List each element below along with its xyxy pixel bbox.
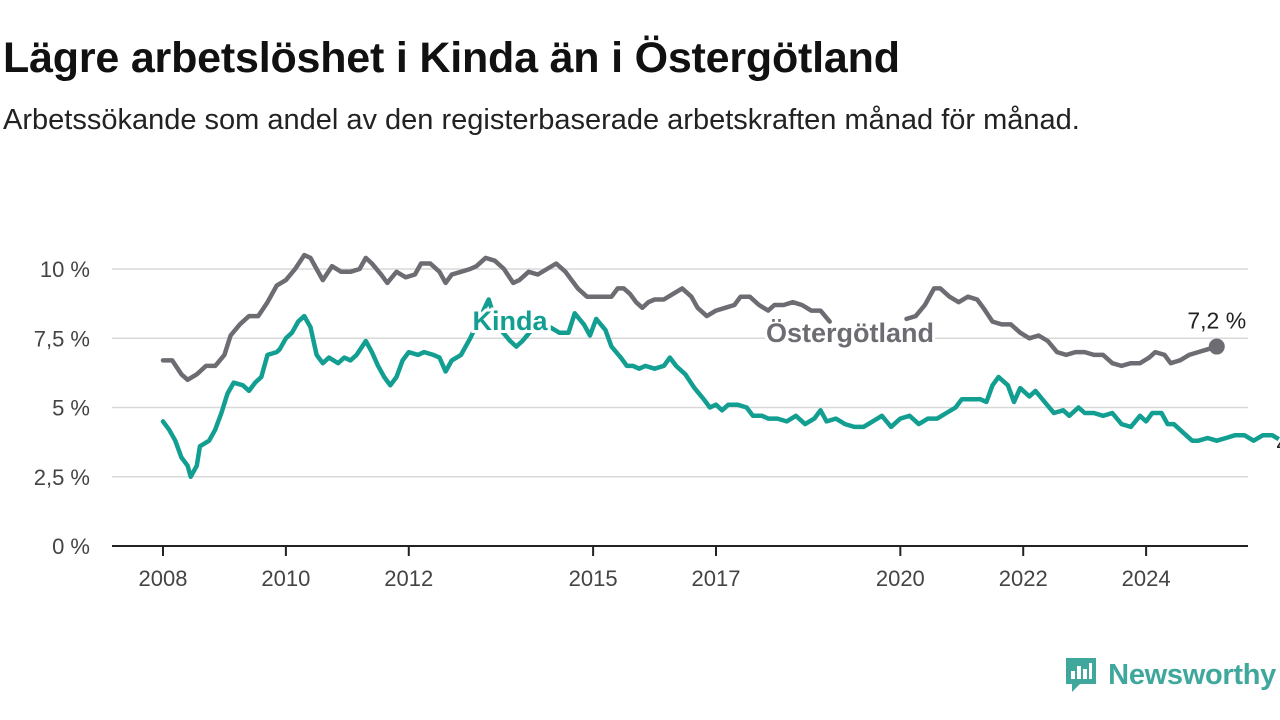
x-tick-label: 2024	[1122, 566, 1171, 591]
x-tick-label: 2008	[139, 566, 188, 591]
x-tick-label: 2015	[569, 566, 618, 591]
end-value-label: 7,2 %	[1187, 308, 1246, 334]
series-label: Kinda	[472, 306, 548, 336]
x-tick-label: 2012	[384, 566, 433, 591]
end-marker	[1208, 338, 1225, 355]
x-tick-label: 2010	[261, 566, 310, 591]
x-tick-label: 2022	[999, 566, 1048, 591]
x-tick-label: 2017	[692, 566, 741, 591]
y-tick-label: 5 %	[52, 396, 90, 421]
chart-title: Lägre arbetslöshet i Kinda än i Östergöt…	[3, 34, 900, 82]
brand-name: Newsworthy	[1108, 658, 1276, 691]
x-tick-label: 2020	[876, 566, 925, 591]
y-tick-label: 2,5 %	[34, 465, 90, 490]
end-value-label: 4,5 %	[1276, 430, 1280, 456]
series-line--sterg-tland	[160, 252, 1220, 383]
y-tick-label: 10 %	[40, 257, 90, 282]
chart-subtitle: Arbetssökande som andel av den registerb…	[3, 104, 1080, 136]
y-tick-label: 7,5 %	[34, 326, 90, 351]
newsworthy-brand: Newsworthy	[1064, 656, 1276, 694]
newsworthy-logo-icon	[1066, 658, 1097, 692]
series-line-kinda	[160, 297, 1280, 480]
series-label: Östergötland	[766, 318, 934, 348]
y-tick-label: 0 %	[52, 534, 90, 559]
